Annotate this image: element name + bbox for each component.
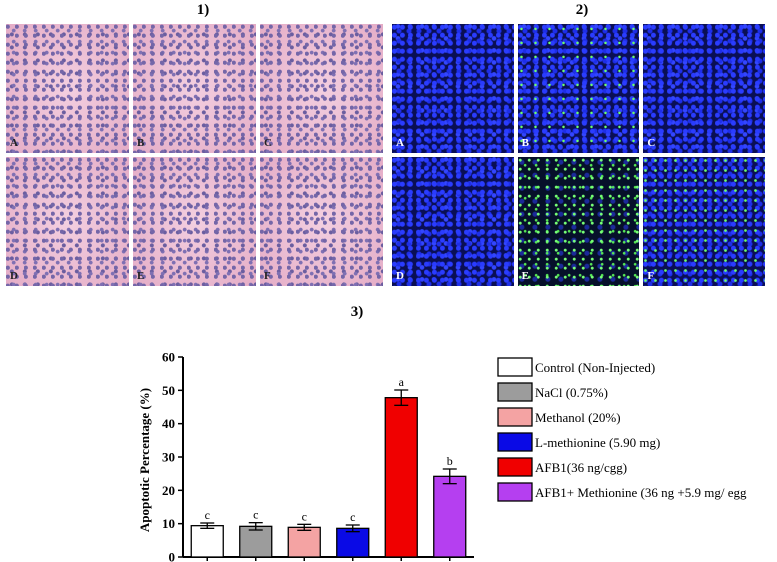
he-panel-letter: C	[264, 137, 272, 149]
legend-swatch	[497, 432, 533, 452]
y-tick-label: 20	[162, 483, 175, 498]
legend-swatch	[497, 407, 533, 427]
significance-letter: a	[399, 375, 405, 389]
fluor-panel-f: F	[643, 157, 765, 286]
he-panel-letter: A	[10, 137, 18, 149]
he-panel-c: C	[260, 24, 383, 153]
he-panel-letter: F	[264, 270, 271, 282]
bar	[287, 526, 321, 558]
fluor-panel-letter: C	[647, 137, 656, 149]
legend-label: Control (Non-Injected)	[535, 360, 655, 375]
chart-axes: 0 10 20 30 40 50 60	[162, 350, 474, 562]
y-axis-label: Apoptotic Percentage (%)	[137, 388, 152, 532]
he-panel-b: B	[133, 24, 256, 153]
tunel-fluorescence-grid: A B C D E F	[392, 24, 765, 286]
bar	[190, 525, 224, 558]
fluor-panel-b: B	[517, 24, 640, 153]
bar	[336, 527, 370, 558]
legend-label: Methanol (20%)	[535, 410, 621, 425]
he-panel-letter: D	[10, 270, 18, 282]
significance-letter: c	[302, 509, 307, 523]
legend-swatch	[497, 357, 533, 377]
bar	[384, 397, 418, 558]
significance-letter: c	[253, 508, 258, 522]
bar	[433, 475, 467, 558]
significance-letter: c	[350, 510, 355, 524]
panel-label-1: 1)	[196, 2, 210, 18]
he-panel-letter: B	[137, 137, 145, 149]
legend-label: AFB1(36 ng/cgg)	[535, 460, 627, 475]
y-tick-label: 50	[162, 383, 175, 398]
he-panel-letter: E	[137, 270, 145, 282]
fluor-panel-letter: E	[521, 270, 529, 282]
panel-label-2: 2)	[575, 2, 589, 18]
y-tick-label: 10	[162, 516, 175, 531]
fluor-panel-letter: B	[521, 137, 529, 149]
he-panel-f: F	[260, 157, 383, 286]
fluor-panel-letter: F	[647, 270, 655, 282]
legend-label: AFB1+ Methionine (36 ng +5.9 mg/ egg	[535, 485, 747, 500]
chart-bars: c c c c a b	[190, 375, 467, 558]
legend-label: L-methionine (5.90 mg)	[535, 435, 660, 450]
he-histology-grid: A B C D E F	[6, 24, 383, 286]
panel-label-3: 3)	[350, 304, 364, 320]
bar	[239, 525, 273, 558]
y-tick-label: 0	[169, 550, 176, 562]
fluor-panel-letter: D	[396, 270, 404, 282]
y-tick-label: 60	[162, 350, 175, 365]
he-panel-e: E	[133, 157, 256, 286]
legend-swatch	[497, 457, 533, 477]
fluor-panel-c: C	[643, 24, 765, 153]
y-tick-label: 40	[162, 416, 175, 431]
significance-letter: c	[205, 508, 210, 522]
y-tick-label: 30	[162, 450, 175, 465]
fluor-panel-d: D	[392, 157, 514, 286]
fluor-panel-a: A	[392, 24, 514, 153]
legend-swatch	[497, 482, 533, 502]
legend-label: NaCl (0.75%)	[535, 385, 608, 400]
fluor-panel-e: E	[517, 157, 640, 286]
he-panel-a: A	[6, 24, 129, 153]
legend-swatch	[497, 382, 533, 402]
significance-letter: b	[447, 454, 453, 468]
chart-legend: Control (Non-Injected) NaCl (0.75%) Methan…	[497, 357, 747, 502]
fluor-panel-letter: A	[396, 137, 404, 149]
he-panel-d: D	[6, 157, 129, 286]
